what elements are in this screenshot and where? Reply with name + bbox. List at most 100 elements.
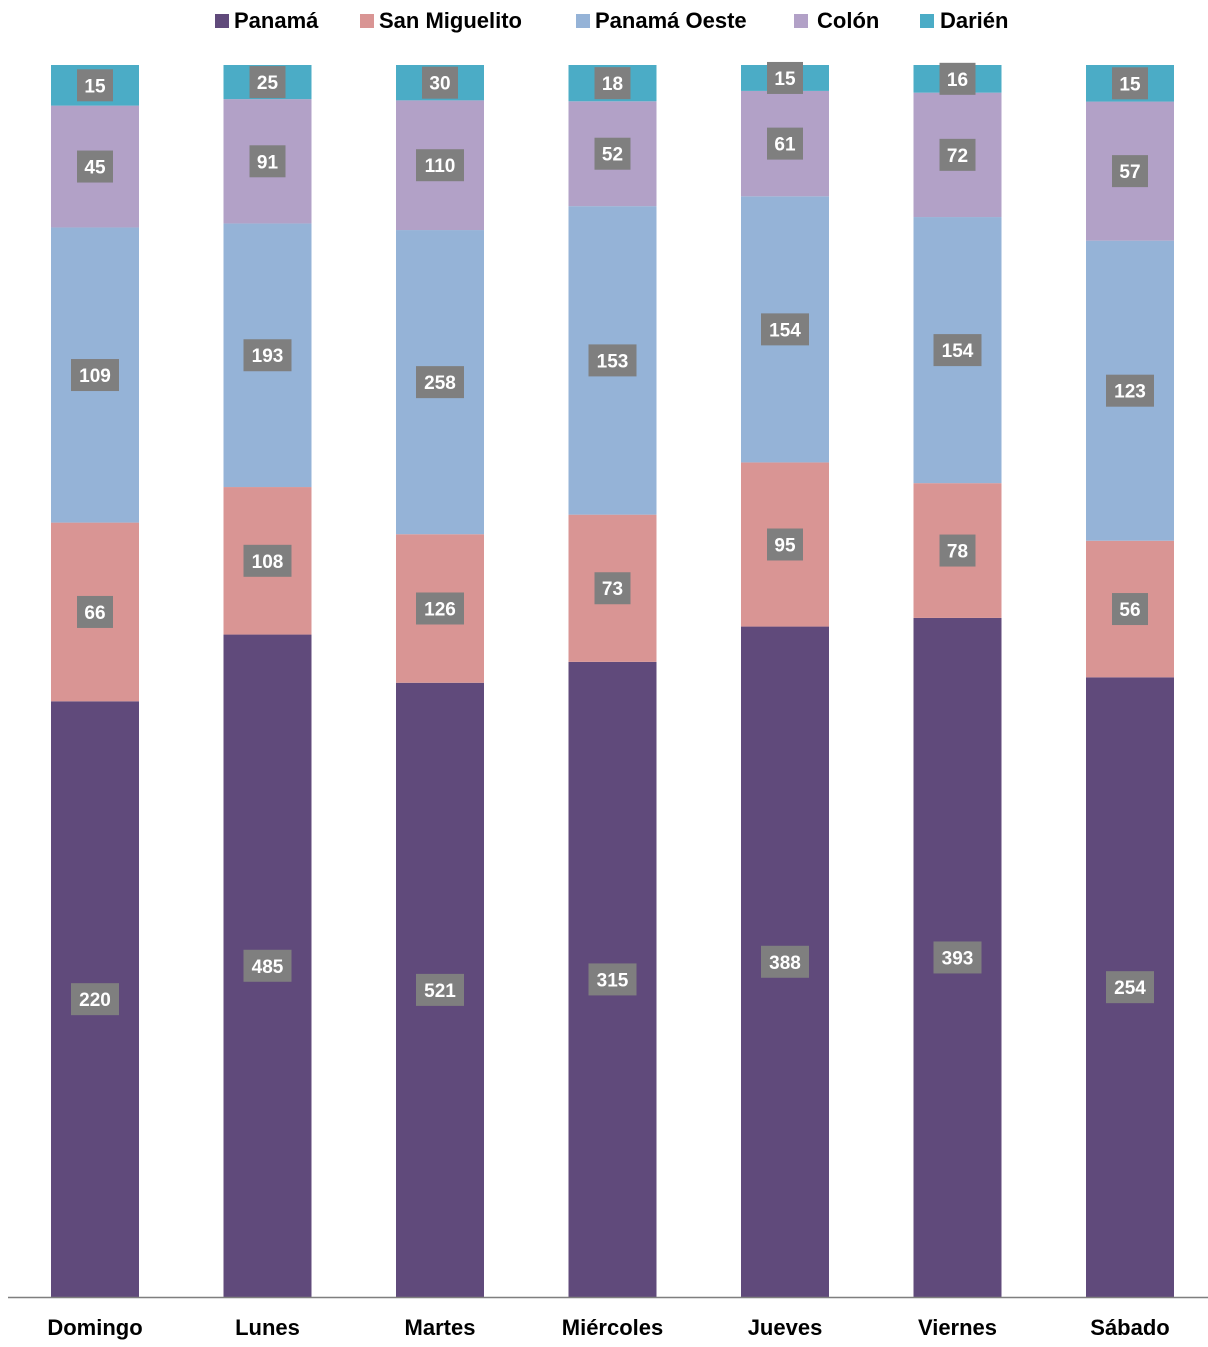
data-label-box xyxy=(1112,593,1148,626)
data-label-box xyxy=(243,339,292,372)
data-label: 108 xyxy=(252,552,284,573)
data-label-box xyxy=(594,67,631,100)
bar-stack: 485 108 193 91 25 xyxy=(223,65,312,1297)
data-label-box xyxy=(594,572,631,605)
data-label-box xyxy=(588,963,637,996)
data-label: 78 xyxy=(947,542,968,563)
data-label: 25 xyxy=(257,73,279,94)
data-label: 153 xyxy=(597,351,629,372)
x-tick-label: Viernes xyxy=(918,1315,997,1340)
legend: Panamá San Miguelito Panamá Oeste Colón Dari… xyxy=(215,8,1008,33)
x-tick-label: Martes xyxy=(405,1315,476,1340)
data-label: 18 xyxy=(602,74,623,95)
data-label: 154 xyxy=(769,320,801,341)
data-label-box xyxy=(77,150,113,183)
data-label-box xyxy=(767,528,803,561)
legend-label: Panamá xyxy=(234,8,319,33)
data-label-box xyxy=(416,973,464,1006)
data-label-box xyxy=(71,359,119,392)
bar-stack: 388 95 154 61 15 xyxy=(741,61,829,1297)
data-label: 30 xyxy=(429,74,450,95)
data-label: 61 xyxy=(774,135,796,156)
legend-label: Darién xyxy=(940,8,1008,33)
legend-swatch xyxy=(215,14,229,28)
legend-swatch xyxy=(794,14,808,28)
data-label: 126 xyxy=(424,599,456,620)
x-tick-label: Jueves xyxy=(748,1315,823,1340)
plot-area: 220 66 109 45 15 485 108 193 91 25 521 126 258 110 30 3… xyxy=(51,61,1174,1297)
data-label-box xyxy=(77,595,113,628)
data-label-box xyxy=(761,313,809,346)
data-label-box xyxy=(243,949,292,982)
data-label-box xyxy=(71,983,119,1016)
data-label-box xyxy=(939,534,976,567)
data-label: 109 xyxy=(79,366,111,387)
data-label: 485 xyxy=(252,957,284,978)
bar-stack: 393 78 154 72 16 xyxy=(913,62,1002,1297)
data-label: 193 xyxy=(252,346,284,367)
bar-stack: 220 66 109 45 15 xyxy=(51,65,139,1297)
data-label: 154 xyxy=(942,341,974,362)
data-label: 521 xyxy=(424,981,456,1002)
data-label: 15 xyxy=(1119,74,1141,95)
legend-label: Panamá Oeste xyxy=(595,8,747,33)
legend-item: Darién xyxy=(920,8,1008,33)
data-label: 91 xyxy=(257,152,279,173)
x-tick-label: Sábado xyxy=(1090,1315,1169,1340)
bar-stack: 521 126 258 110 30 xyxy=(396,65,484,1297)
data-label: 15 xyxy=(84,76,106,97)
data-label-box xyxy=(594,137,631,170)
data-label: 110 xyxy=(425,156,456,177)
data-label: 52 xyxy=(602,145,623,166)
data-label: 16 xyxy=(947,70,968,91)
data-label: 15 xyxy=(774,69,796,90)
data-label-box xyxy=(939,62,976,95)
bar-stack: 315 73 153 52 18 xyxy=(568,65,657,1297)
data-label: 95 xyxy=(774,535,796,556)
data-label: 72 xyxy=(947,146,968,167)
data-label-box xyxy=(416,366,464,399)
bar-stack: 254 56 123 57 15 xyxy=(1086,65,1174,1297)
data-label-box xyxy=(933,334,982,367)
data-label-box xyxy=(1106,374,1154,407)
data-label: 388 xyxy=(769,953,801,974)
data-label-box xyxy=(243,544,292,577)
data-label: 123 xyxy=(1114,382,1146,403)
legend-item: Panamá xyxy=(215,8,319,33)
data-label: 220 xyxy=(79,990,111,1011)
legend-item: Colón xyxy=(794,8,879,33)
legend-item: San Miguelito xyxy=(360,8,522,33)
data-label-box xyxy=(249,66,286,99)
data-label-box xyxy=(77,69,113,102)
legend-item: Panamá Oeste xyxy=(576,8,747,33)
data-label-box xyxy=(767,61,803,94)
legend-swatch xyxy=(576,14,590,28)
legend-swatch xyxy=(920,14,934,28)
data-label-box xyxy=(416,592,464,625)
x-axis: Domingo Lunes Martes Miércoles Jueves Viernes… xyxy=(8,1296,1208,1340)
data-label-box xyxy=(939,138,976,171)
x-tick-label: Lunes xyxy=(235,1315,300,1340)
data-label: 258 xyxy=(424,373,456,394)
data-label-box xyxy=(588,344,637,377)
legend-label: San Miguelito xyxy=(379,8,522,33)
data-label-box xyxy=(933,941,982,974)
data-label: 57 xyxy=(1119,162,1140,183)
data-label-box xyxy=(761,945,809,978)
data-label-box xyxy=(767,127,803,160)
x-tick-label: Domingo xyxy=(47,1315,142,1340)
data-label: 66 xyxy=(84,603,105,624)
data-label-box xyxy=(416,149,464,182)
legend-swatch xyxy=(360,14,374,28)
data-label-box xyxy=(249,145,286,178)
x-tick-label: Miércoles xyxy=(562,1315,664,1340)
legend-label: Colón xyxy=(817,8,879,33)
data-label: 315 xyxy=(597,970,629,991)
data-label: 45 xyxy=(84,158,106,179)
data-label-box xyxy=(1112,67,1148,100)
data-label-box xyxy=(422,66,458,99)
data-label: 393 xyxy=(942,948,974,969)
data-label: 56 xyxy=(1119,600,1140,621)
